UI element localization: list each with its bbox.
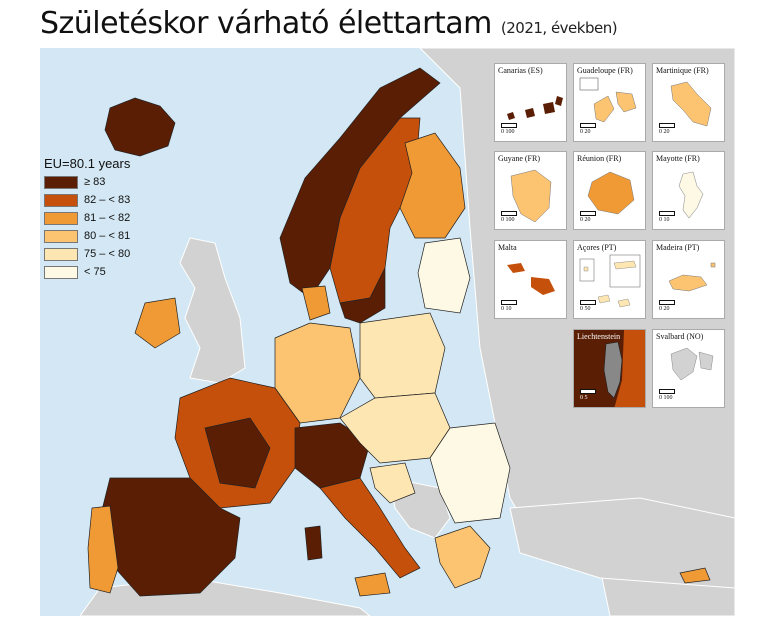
inset-label: Guadeloupe (FR) [577,66,633,75]
inset-scale: 0 100 [501,211,517,223]
map-title: Születéskor várható élettartam (2021, év… [40,6,618,41]
inset-scale: 0 100 [659,389,675,401]
inset-scale: 0 10 [501,300,517,312]
region-sweden[interactable] [329,117,421,304]
inset-scale: 0 10 [659,211,675,223]
region-iceland[interactable] [104,97,176,157]
inset-label: Liechtenstein [577,332,621,341]
inset-guadeloupe[interactable]: Guadeloupe (FR) 0 20 [573,63,646,142]
legend: EU=80.1 years ≥ 83 82 – < 83 81 – < 82 8… [44,156,130,282]
inset-label: Martinique (FR) [656,66,709,75]
region-sardinia[interactable] [304,525,323,561]
region-denmark[interactable] [301,285,331,321]
legend-swatch [44,247,78,261]
inset-svalbard-shape [670,347,714,381]
inset-scale: 0 20 [659,123,675,135]
non-data-land-africa [79,577,371,616]
region-baltics[interactable] [417,237,471,314]
inset-scale: 0 50 [580,300,596,312]
legend-item: ≥ 83 [44,174,130,190]
inset-acores[interactable]: Açores (PT) 0 50 [573,240,646,319]
non-data-land-uk [179,237,246,384]
legend-swatch [44,211,78,225]
inset-scale: 0 20 [580,123,596,135]
region-romania-bulgaria[interactable] [429,422,511,524]
inset-scale: 0 5 [580,389,596,401]
inset-svalbard[interactable]: Svalbard (NO) 0 100 [652,329,725,408]
inset-scale: 0 20 [659,300,675,312]
inset-label: Açores (PT) [577,243,617,252]
legend-swatch [44,175,78,189]
inset-malta-shape [507,263,555,295]
legend-swatch [44,265,78,279]
region-sicily[interactable] [354,572,391,597]
region-sweden-south[interactable] [339,267,386,324]
legend-swatch [44,229,78,243]
region-cyprus[interactable] [679,567,711,584]
map-title-main: Születéskor várható élettartam [40,6,492,41]
inset-label: Guyane (FR) [498,154,540,163]
region-greece[interactable] [434,525,491,589]
inset-guyane[interactable]: Guyane (FR) 0 100 [494,151,567,230]
map-subtitle: (2021, években) [500,19,618,37]
legend-title: EU=80.1 years [44,156,131,171]
inset-scale: 0 100 [501,123,517,135]
inset-reunion-shape [587,171,635,215]
inset-label: Svalbard (NO) [656,332,704,341]
region-poland[interactable] [359,312,446,399]
inset-canarias-shape [507,96,563,120]
map-area: Canarias (ES) 0 100 Guadeloupe (FR) 0 20… [40,48,735,616]
region-ireland[interactable] [134,297,181,349]
legend-item: 80 – < 81 [44,228,130,244]
inset-mayotte-shape [678,171,704,219]
non-data-land-turkey [509,497,735,589]
inset-label: Madeira (PT) [656,243,700,252]
inset-reunion[interactable]: Réunion (FR) 0 20 [573,151,646,230]
inset-canarias[interactable]: Canarias (ES) 0 100 [494,63,567,142]
legend-label: 80 – < 81 [84,230,131,242]
inset-acores-shape [579,254,641,308]
inset-mayotte[interactable]: Mayotte (FR) 0 10 [652,151,725,230]
legend-swatch [44,193,78,207]
legend-item: < 75 [44,264,130,280]
region-croatia[interactable] [369,462,416,504]
inset-label: Malta [498,243,517,252]
inset-label: Canarias (ES) [498,66,543,75]
legend-label: 81 – < 82 [84,212,131,224]
inset-label: Mayotte (FR) [656,154,700,163]
region-finland[interactable] [399,132,466,239]
region-france-south[interactable] [204,417,271,489]
region-portugal[interactable] [87,505,119,594]
inset-liechtenstein-shape [603,330,645,407]
inset-guadeloupe-shape [579,77,637,123]
inset-madeira[interactable]: Madeira (PT) 0 20 [652,240,725,319]
legend-label: 82 – < 83 [84,194,131,206]
legend-label: ≥ 83 [84,176,106,188]
legend-label: 75 – < 80 [84,248,131,260]
inset-martinique-shape [670,81,712,127]
inset-label: Réunion (FR) [577,154,622,163]
inset-guyane-shape [510,169,552,223]
inset-malta[interactable]: Malta 0 10 [494,240,567,319]
legend-item: 81 – < 82 [44,210,130,226]
inset-madeira-shape [668,262,716,292]
legend-item: 75 – < 80 [44,246,130,262]
inset-liechtenstein[interactable]: Liechtenstein 0 5 [573,329,646,408]
legend-label: < 75 [84,266,106,278]
region-italy[interactable] [319,477,421,579]
legend-item: 82 – < 83 [44,192,130,208]
inset-scale: 0 20 [580,211,596,223]
inset-martinique[interactable]: Martinique (FR) 0 20 [652,63,725,142]
